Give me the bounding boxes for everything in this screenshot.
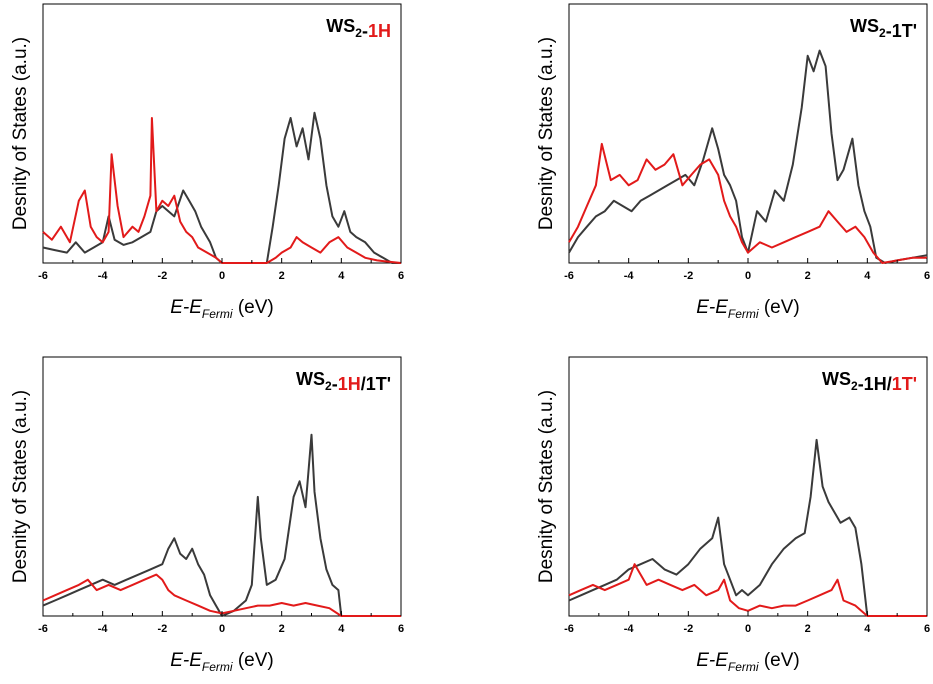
x-tick-label: -4 (98, 623, 109, 635)
x-tick-label: 2 (805, 270, 811, 282)
chart-panel-2: -6 -4 -2 0 2 4 6 E-EFermi (eV) Desnity of States… (536, 3, 930, 321)
x-tick-label: -4 (98, 270, 109, 282)
x-tick-label: 2 (279, 270, 285, 282)
plot-frame (568, 3, 928, 264)
series-line-2 (568, 142, 927, 264)
panel-title: WS2-1H (326, 16, 391, 41)
y-axis-title: Desnity of States (a.u.) (536, 37, 557, 230)
x-tick-label: 2 (279, 623, 285, 635)
x-tick-label: 4 (338, 623, 345, 635)
series-line-1 (568, 49, 928, 264)
x-tick-label: 6 (398, 623, 404, 635)
series-line-2 (568, 563, 927, 617)
x-tick-label: -2 (683, 623, 693, 635)
x-tick-label: 0 (745, 623, 751, 635)
chart-panel-3: -6 -4 -2 0 2 4 6 E-EFermi (eV) Desnity of States… (10, 356, 404, 674)
series-line-2 (42, 573, 401, 617)
chart-panel-1: -6 -4 -2 0 2 4 6 E-EFermi (eV) Desnity of States… (10, 3, 404, 321)
x-tick-label: -6 (564, 270, 574, 282)
x-tick-label: 4 (864, 623, 871, 635)
x-axis-title: E-EFermi (eV) (696, 650, 800, 674)
x-tick-label: -6 (564, 623, 574, 635)
x-tick-label: 2 (805, 623, 811, 635)
x-tick-label: 6 (398, 270, 404, 282)
x-tick-label: 4 (864, 270, 871, 282)
x-tick-label: -2 (157, 270, 167, 282)
x-tick-label: -6 (38, 270, 48, 282)
x-tick-label: -2 (157, 623, 167, 635)
x-tick-label: 0 (745, 270, 751, 282)
x-tick-label: -6 (38, 623, 48, 635)
series-line-1 (42, 111, 401, 264)
x-axis-title: E-EFermi (eV) (170, 650, 274, 674)
x-tick-label: 6 (924, 270, 930, 282)
panel-title: WS2-1H/1T' (296, 369, 391, 394)
series-line-2 (42, 117, 402, 264)
plot-frame (568, 356, 928, 617)
x-tick-label: 4 (338, 270, 345, 282)
y-axis-title: Desnity of States (a.u.) (10, 37, 31, 230)
x-tick-label: -4 (624, 270, 635, 282)
y-axis-title: Desnity of States (a.u.) (10, 390, 31, 583)
plot-frame (42, 356, 402, 617)
x-tick-label: 0 (219, 623, 225, 635)
series-line-1 (568, 438, 927, 617)
x-axis-title: E-EFermi (eV) (696, 297, 800, 321)
chart-panel-4: -6 -4 -2 0 2 4 6 E-EFermi (eV) Desnity of States… (536, 356, 930, 674)
y-axis-title: Desnity of States (a.u.) (536, 390, 557, 583)
x-tick-label: 6 (924, 623, 930, 635)
x-tick-label: -2 (683, 270, 693, 282)
x-axis-title: E-EFermi (eV) (170, 297, 274, 321)
x-tick-label: 0 (219, 270, 225, 282)
panel-title: WS2-1H/1T' (822, 369, 917, 394)
panel-title: WS2-1T' (850, 16, 917, 41)
x-tick-label: -4 (624, 623, 635, 635)
